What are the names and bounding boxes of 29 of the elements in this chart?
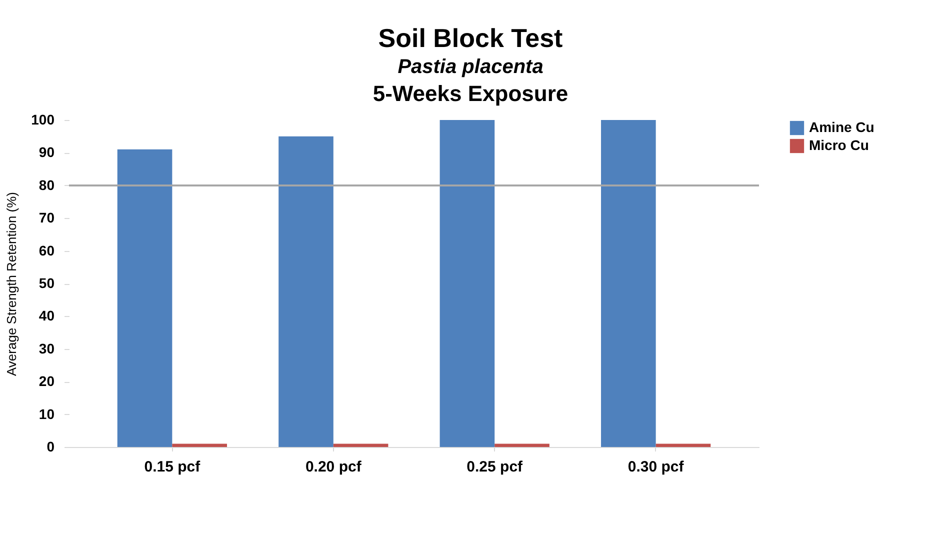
bar bbox=[656, 444, 711, 447]
chart-title: Soil Block Test bbox=[377, 22, 564, 54]
y-tick-label: 60 bbox=[38, 242, 55, 258]
y-tick-label: 30 bbox=[38, 340, 55, 356]
y-tick-label: 40 bbox=[38, 308, 55, 324]
bar bbox=[440, 120, 495, 447]
bar bbox=[333, 444, 388, 447]
bar bbox=[172, 444, 227, 447]
y-axis-title: Average Strength Retention (%) bbox=[4, 192, 20, 376]
bar bbox=[278, 136, 334, 447]
y-tick-label: 50 bbox=[38, 275, 55, 291]
text: 5-Weeks Exposure bbox=[372, 80, 570, 108]
bar bbox=[494, 444, 550, 447]
x-tick-label: 0.20 pcf bbox=[305, 458, 362, 476]
x-tick-label: 0.15 pcf bbox=[144, 458, 202, 476]
y-tick-label: 10 bbox=[38, 406, 55, 422]
y-tick-label: 0 bbox=[46, 438, 55, 454]
x-tick-label: 0.25 pcf bbox=[466, 458, 524, 476]
legend-label: Amine Cu bbox=[809, 119, 874, 135]
bar bbox=[117, 149, 172, 447]
y-tick-label: 20 bbox=[38, 373, 55, 390]
chart-subtitle: Pastia placenta bbox=[396, 55, 544, 80]
y-tick-label: 90 bbox=[38, 144, 55, 160]
x-tick-label: 0.30 pcf bbox=[628, 458, 685, 476]
y-tick-label: 100 bbox=[31, 112, 55, 128]
bar bbox=[601, 120, 656, 447]
legend-label: Micro Cu bbox=[809, 137, 869, 153]
y-tick-label: 80 bbox=[38, 176, 55, 193]
y-tick-label: 70 bbox=[38, 210, 55, 226]
